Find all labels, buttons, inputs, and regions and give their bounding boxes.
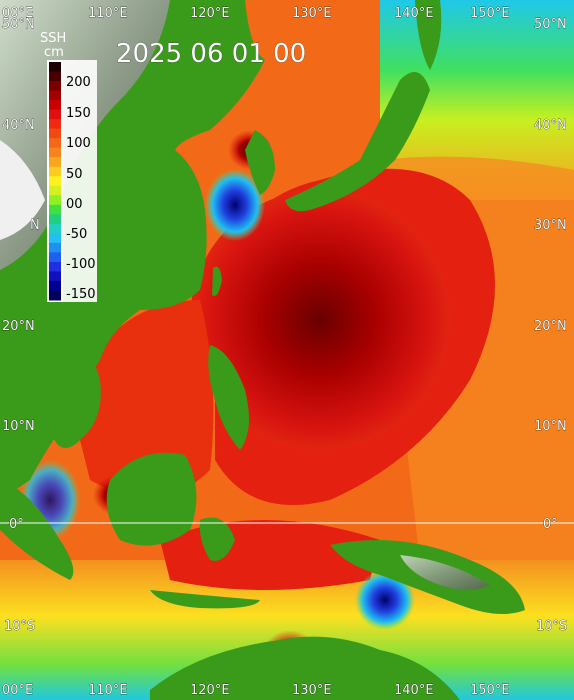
lat-label-left: 40°N: [2, 118, 35, 133]
lat-label-right: 50°N: [534, 17, 567, 32]
philippines: [208, 345, 249, 450]
java: [150, 590, 260, 609]
borneo: [106, 452, 197, 546]
colorbar: SSH cm 200 150 100 50 00 -50 -100 -150: [40, 31, 97, 302]
lon-label-top: 00°E: [2, 6, 33, 21]
lat-label-left: N: [30, 218, 40, 233]
colorbar-swatch: [49, 252, 61, 263]
colorbar-swatch: [49, 157, 61, 168]
eddy-arafura: [355, 570, 415, 630]
lat-label-left: 10°N: [2, 419, 35, 434]
colorbar-swatches: [49, 62, 61, 301]
colorbar-swatch: [49, 81, 61, 92]
northern-australia: [150, 636, 460, 700]
colorbar-swatch: [49, 90, 61, 101]
colorbar-tick: 150: [66, 106, 91, 121]
lat-label-right: 10°S: [536, 619, 567, 634]
lon-label-bottom: 140°E: [394, 683, 434, 698]
colorbar-tick: -150: [66, 287, 96, 302]
lon-label-top: 140°E: [394, 6, 434, 21]
korea: [245, 130, 275, 195]
colorbar-swatch: [49, 138, 61, 149]
colorbar-swatch: [49, 223, 61, 234]
eddy-yellow-sea: [205, 169, 265, 241]
lon-label-bottom: 110°E: [88, 683, 128, 698]
lat-label-left: 50°N: [2, 17, 35, 32]
lat-label-right: 10°N: [534, 419, 567, 434]
colorbar-swatch: [49, 185, 61, 196]
lon-label-bottom: 130°E: [292, 683, 332, 698]
lat-label-right: 30°N: [534, 218, 567, 233]
colorbar-swatch: [49, 119, 61, 130]
colorbar-tick: 100: [66, 136, 91, 151]
lon-label-bottom: 00°E: [2, 683, 33, 698]
lat-label-right: 20°N: [534, 319, 567, 334]
colorbar-swatch: [49, 242, 61, 253]
indochina: [46, 330, 101, 448]
colorbar-swatch: [49, 176, 61, 187]
colorbar-tick: -50: [66, 227, 87, 242]
colorbar-swatch: [49, 109, 61, 120]
lat-label-left: 20°N: [2, 319, 35, 334]
colorbar-label-ssh: SSH: [40, 31, 66, 46]
south-china-sea: [70, 300, 214, 498]
colorbar-tick: -100: [66, 257, 96, 272]
colorbar-tick-panel: [63, 60, 97, 302]
lon-label-bottom: 120°E: [190, 683, 230, 698]
colorbar-swatch: [49, 214, 61, 225]
map-title: 2025 06 01 00: [116, 39, 306, 69]
lat-label-left: 10°S: [4, 619, 35, 634]
colorbar-swatch: [49, 233, 61, 244]
high-terrain: [0, 140, 45, 240]
lon-label-top: 120°E: [190, 6, 230, 21]
colorbar-swatch: [49, 261, 61, 272]
colorbar-tick: 200: [66, 75, 91, 90]
colorbar-swatch: [49, 147, 61, 158]
colorbar-swatch: [49, 195, 61, 206]
new-guinea-highlands: [400, 555, 490, 590]
colorbar-swatch: [49, 100, 61, 111]
colorbar-swatch: [49, 166, 61, 177]
colorbar-swatch: [49, 128, 61, 139]
colorbar-swatch: [49, 62, 61, 73]
sulawesi: [199, 517, 235, 561]
lon-label-top: 110°E: [88, 6, 128, 21]
lon-label-top: 130°E: [292, 6, 332, 21]
lat-label-right: 40°N: [534, 118, 567, 133]
colorbar-swatch: [49, 71, 61, 82]
colorbar-swatch: [49, 271, 61, 282]
sumatra: [0, 480, 74, 580]
colorbar-tick: 50: [66, 167, 83, 182]
japan: [285, 72, 430, 212]
taiwan: [212, 266, 222, 296]
hokkaido-sakhalin: [415, 0, 442, 70]
colorbar-swatch: [49, 280, 61, 291]
colorbar-label-unit: cm: [44, 45, 64, 60]
colorbar-swatch: [49, 290, 61, 301]
colorbar-swatch: [49, 204, 61, 215]
lat-label-right: 0°: [543, 517, 558, 532]
colorbar-tick: 00: [66, 197, 83, 212]
lon-label-bottom: 150°E: [470, 683, 510, 698]
lat-label-left: 0°: [9, 517, 24, 532]
lon-label-top: 150°E: [470, 6, 510, 21]
gyre-core: [190, 190, 450, 450]
